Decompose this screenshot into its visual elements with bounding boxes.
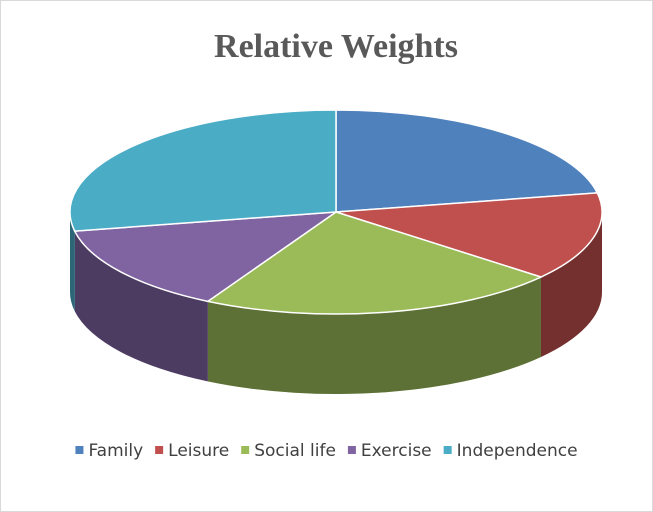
- legend-swatch: [347, 446, 356, 454]
- legend-label: Social life: [254, 441, 336, 461]
- legend-label: Leisure: [168, 441, 229, 461]
- legend-swatch: [75, 446, 84, 454]
- legend-swatch: [155, 446, 164, 454]
- slice-side-shade: [70, 212, 75, 312]
- pie: [69, 109, 603, 394]
- slice-side: [74, 231, 208, 382]
- legend-label: Independence: [457, 441, 578, 461]
- slice-side: [207, 277, 541, 394]
- slice: [73, 211, 339, 303]
- slice: [206, 211, 544, 315]
- legend-label: Exercise: [361, 441, 432, 461]
- legend-swatch: [241, 446, 250, 454]
- slice-side-shade: [207, 277, 541, 394]
- slice-side: [540, 212, 602, 358]
- chart-title: Relative Weights: [214, 28, 458, 65]
- slice-side-shade: [74, 231, 208, 382]
- slice: [69, 109, 337, 232]
- slice: [335, 192, 603, 278]
- slice-side: [70, 212, 75, 312]
- slice-side-shade: [540, 212, 602, 358]
- slice: [335, 109, 599, 213]
- legend-swatch: [443, 446, 452, 454]
- legend: Family Leisure Social life Exercise Independ…: [75, 441, 578, 461]
- legend-label: Family: [88, 441, 143, 461]
